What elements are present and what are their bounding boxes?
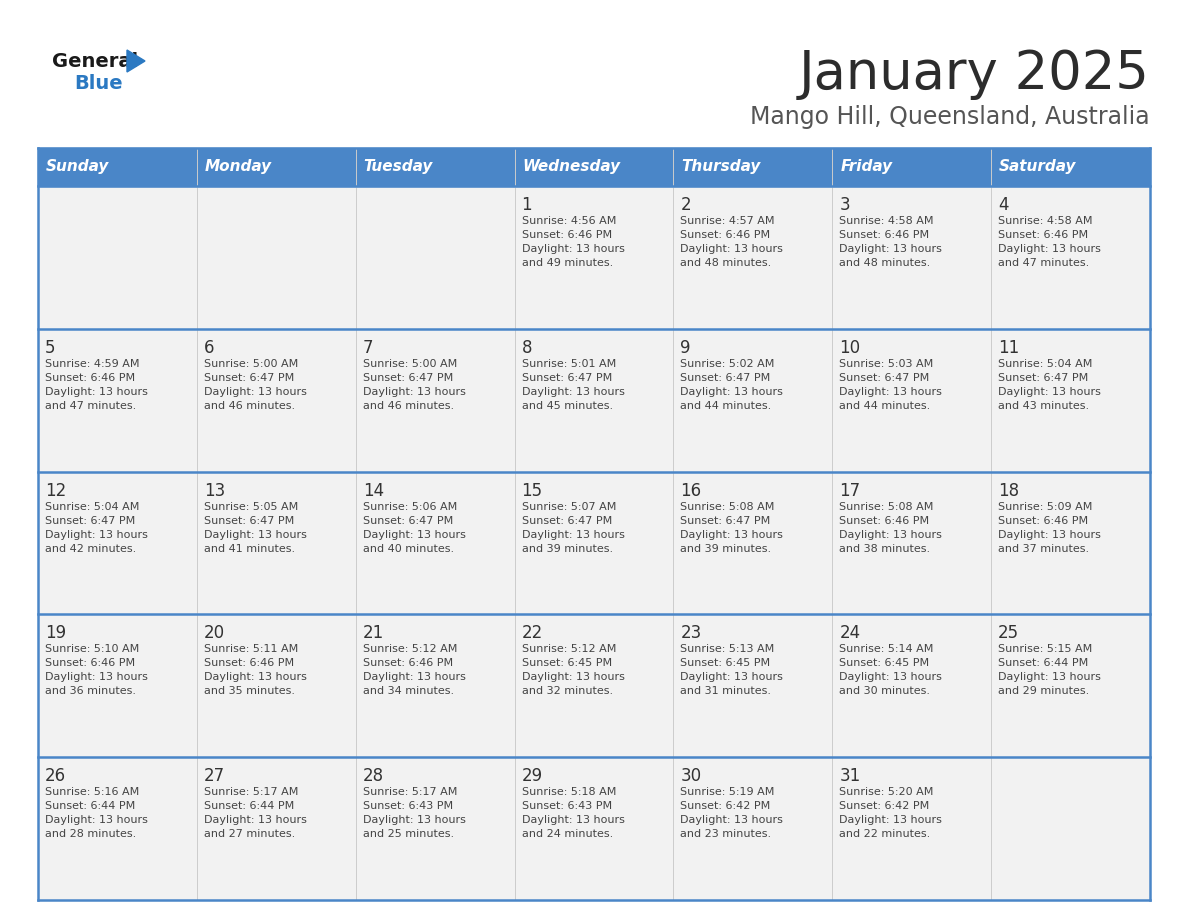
Text: Sunrise: 5:07 AM
Sunset: 6:47 PM
Daylight: 13 hours
and 39 minutes.: Sunrise: 5:07 AM Sunset: 6:47 PM Dayligh… <box>522 501 625 554</box>
Text: Sunrise: 5:04 AM
Sunset: 6:47 PM
Daylight: 13 hours
and 43 minutes.: Sunrise: 5:04 AM Sunset: 6:47 PM Dayligh… <box>998 359 1101 410</box>
Bar <box>38 757 1150 900</box>
Text: 27: 27 <box>204 767 225 785</box>
Text: Sunrise: 5:19 AM
Sunset: 6:42 PM
Daylight: 13 hours
and 23 minutes.: Sunrise: 5:19 AM Sunset: 6:42 PM Dayligh… <box>681 788 783 839</box>
Text: 20: 20 <box>204 624 225 643</box>
Text: Sunrise: 5:16 AM
Sunset: 6:44 PM
Daylight: 13 hours
and 28 minutes.: Sunrise: 5:16 AM Sunset: 6:44 PM Dayligh… <box>45 788 147 839</box>
Text: 1: 1 <box>522 196 532 214</box>
Text: Sunrise: 4:58 AM
Sunset: 6:46 PM
Daylight: 13 hours
and 47 minutes.: Sunrise: 4:58 AM Sunset: 6:46 PM Dayligh… <box>998 216 1101 268</box>
Text: Sunrise: 5:12 AM
Sunset: 6:45 PM
Daylight: 13 hours
and 32 minutes.: Sunrise: 5:12 AM Sunset: 6:45 PM Dayligh… <box>522 644 625 697</box>
Text: 25: 25 <box>998 624 1019 643</box>
Text: Blue: Blue <box>74 74 122 93</box>
Bar <box>38 472 1150 614</box>
Text: Sunrise: 5:08 AM
Sunset: 6:47 PM
Daylight: 13 hours
and 39 minutes.: Sunrise: 5:08 AM Sunset: 6:47 PM Dayligh… <box>681 501 783 554</box>
Text: 19: 19 <box>45 624 67 643</box>
Text: Saturday: Saturday <box>999 160 1076 174</box>
Text: Sunrise: 5:04 AM
Sunset: 6:47 PM
Daylight: 13 hours
and 42 minutes.: Sunrise: 5:04 AM Sunset: 6:47 PM Dayligh… <box>45 501 147 554</box>
Text: 17: 17 <box>839 482 860 499</box>
Text: Wednesday: Wednesday <box>523 160 620 174</box>
Text: Sunrise: 5:12 AM
Sunset: 6:46 PM
Daylight: 13 hours
and 34 minutes.: Sunrise: 5:12 AM Sunset: 6:46 PM Dayligh… <box>362 644 466 697</box>
Text: Friday: Friday <box>840 160 892 174</box>
Text: Thursday: Thursday <box>682 160 760 174</box>
Text: Monday: Monday <box>204 160 272 174</box>
Bar <box>38 148 1150 186</box>
Text: Sunrise: 5:00 AM
Sunset: 6:47 PM
Daylight: 13 hours
and 46 minutes.: Sunrise: 5:00 AM Sunset: 6:47 PM Dayligh… <box>204 359 307 410</box>
Text: January 2025: January 2025 <box>800 48 1150 100</box>
Text: Sunrise: 5:11 AM
Sunset: 6:46 PM
Daylight: 13 hours
and 35 minutes.: Sunrise: 5:11 AM Sunset: 6:46 PM Dayligh… <box>204 644 307 697</box>
Text: Sunrise: 5:15 AM
Sunset: 6:44 PM
Daylight: 13 hours
and 29 minutes.: Sunrise: 5:15 AM Sunset: 6:44 PM Dayligh… <box>998 644 1101 697</box>
Text: Sunrise: 4:59 AM
Sunset: 6:46 PM
Daylight: 13 hours
and 47 minutes.: Sunrise: 4:59 AM Sunset: 6:46 PM Dayligh… <box>45 359 147 410</box>
Text: Sunrise: 5:02 AM
Sunset: 6:47 PM
Daylight: 13 hours
and 44 minutes.: Sunrise: 5:02 AM Sunset: 6:47 PM Dayligh… <box>681 359 783 410</box>
Text: 4: 4 <box>998 196 1009 214</box>
Text: 26: 26 <box>45 767 67 785</box>
Text: Sunrise: 5:03 AM
Sunset: 6:47 PM
Daylight: 13 hours
and 44 minutes.: Sunrise: 5:03 AM Sunset: 6:47 PM Dayligh… <box>839 359 942 410</box>
Text: Sunrise: 5:10 AM
Sunset: 6:46 PM
Daylight: 13 hours
and 36 minutes.: Sunrise: 5:10 AM Sunset: 6:46 PM Dayligh… <box>45 644 147 697</box>
Text: Tuesday: Tuesday <box>364 160 434 174</box>
Text: 3: 3 <box>839 196 849 214</box>
Polygon shape <box>127 50 145 72</box>
Text: 30: 30 <box>681 767 702 785</box>
Text: 7: 7 <box>362 339 373 357</box>
Text: 29: 29 <box>522 767 543 785</box>
Text: 9: 9 <box>681 339 691 357</box>
Text: Sunrise: 5:20 AM
Sunset: 6:42 PM
Daylight: 13 hours
and 22 minutes.: Sunrise: 5:20 AM Sunset: 6:42 PM Dayligh… <box>839 788 942 839</box>
Text: 23: 23 <box>681 624 702 643</box>
Bar <box>38 329 1150 472</box>
Text: Sunrise: 5:06 AM
Sunset: 6:47 PM
Daylight: 13 hours
and 40 minutes.: Sunrise: 5:06 AM Sunset: 6:47 PM Dayligh… <box>362 501 466 554</box>
Text: 15: 15 <box>522 482 543 499</box>
Text: Sunrise: 4:56 AM
Sunset: 6:46 PM
Daylight: 13 hours
and 49 minutes.: Sunrise: 4:56 AM Sunset: 6:46 PM Dayligh… <box>522 216 625 268</box>
Text: 2: 2 <box>681 196 691 214</box>
Text: 6: 6 <box>204 339 214 357</box>
Text: Sunrise: 5:17 AM
Sunset: 6:43 PM
Daylight: 13 hours
and 25 minutes.: Sunrise: 5:17 AM Sunset: 6:43 PM Dayligh… <box>362 788 466 839</box>
Text: 18: 18 <box>998 482 1019 499</box>
Text: 14: 14 <box>362 482 384 499</box>
Text: Sunrise: 5:17 AM
Sunset: 6:44 PM
Daylight: 13 hours
and 27 minutes.: Sunrise: 5:17 AM Sunset: 6:44 PM Dayligh… <box>204 788 307 839</box>
Text: 31: 31 <box>839 767 860 785</box>
Bar <box>38 186 1150 329</box>
Text: Mango Hill, Queensland, Australia: Mango Hill, Queensland, Australia <box>751 105 1150 129</box>
Text: 11: 11 <box>998 339 1019 357</box>
Text: Sunrise: 5:08 AM
Sunset: 6:46 PM
Daylight: 13 hours
and 38 minutes.: Sunrise: 5:08 AM Sunset: 6:46 PM Dayligh… <box>839 501 942 554</box>
Text: Sunday: Sunday <box>46 160 109 174</box>
Bar <box>38 614 1150 757</box>
Text: 28: 28 <box>362 767 384 785</box>
Text: General: General <box>52 52 138 71</box>
Text: Sunrise: 5:13 AM
Sunset: 6:45 PM
Daylight: 13 hours
and 31 minutes.: Sunrise: 5:13 AM Sunset: 6:45 PM Dayligh… <box>681 644 783 697</box>
Text: Sunrise: 5:05 AM
Sunset: 6:47 PM
Daylight: 13 hours
and 41 minutes.: Sunrise: 5:05 AM Sunset: 6:47 PM Dayligh… <box>204 501 307 554</box>
Text: 24: 24 <box>839 624 860 643</box>
Text: 22: 22 <box>522 624 543 643</box>
Text: Sunrise: 5:18 AM
Sunset: 6:43 PM
Daylight: 13 hours
and 24 minutes.: Sunrise: 5:18 AM Sunset: 6:43 PM Dayligh… <box>522 788 625 839</box>
Text: 13: 13 <box>204 482 225 499</box>
Text: 10: 10 <box>839 339 860 357</box>
Text: Sunrise: 5:14 AM
Sunset: 6:45 PM
Daylight: 13 hours
and 30 minutes.: Sunrise: 5:14 AM Sunset: 6:45 PM Dayligh… <box>839 644 942 697</box>
Text: 5: 5 <box>45 339 56 357</box>
Text: Sunrise: 5:09 AM
Sunset: 6:46 PM
Daylight: 13 hours
and 37 minutes.: Sunrise: 5:09 AM Sunset: 6:46 PM Dayligh… <box>998 501 1101 554</box>
Text: 12: 12 <box>45 482 67 499</box>
Text: 21: 21 <box>362 624 384 643</box>
Text: Sunrise: 4:57 AM
Sunset: 6:46 PM
Daylight: 13 hours
and 48 minutes.: Sunrise: 4:57 AM Sunset: 6:46 PM Dayligh… <box>681 216 783 268</box>
Text: Sunrise: 4:58 AM
Sunset: 6:46 PM
Daylight: 13 hours
and 48 minutes.: Sunrise: 4:58 AM Sunset: 6:46 PM Dayligh… <box>839 216 942 268</box>
Text: 8: 8 <box>522 339 532 357</box>
Text: Sunrise: 5:01 AM
Sunset: 6:47 PM
Daylight: 13 hours
and 45 minutes.: Sunrise: 5:01 AM Sunset: 6:47 PM Dayligh… <box>522 359 625 410</box>
Text: 16: 16 <box>681 482 702 499</box>
Text: Sunrise: 5:00 AM
Sunset: 6:47 PM
Daylight: 13 hours
and 46 minutes.: Sunrise: 5:00 AM Sunset: 6:47 PM Dayligh… <box>362 359 466 410</box>
